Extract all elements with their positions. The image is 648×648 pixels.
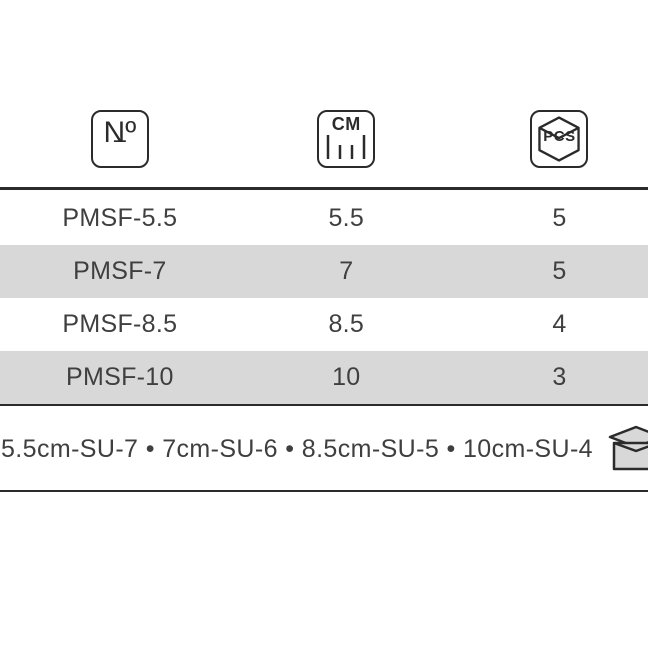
divider-thin-bottom — [0, 491, 648, 494]
cell-pcs: 5 — [453, 192, 648, 245]
footer-text: 5.5cm-SU-7 • 7cm-SU-6 • 8.5cm-SU-5 • 10c… — [1, 435, 593, 464]
table-row: PMSF-8.5 8.5 4 — [0, 298, 648, 351]
cell-cm: 7 — [240, 245, 453, 298]
header-cell-cm: CM — [240, 100, 453, 189]
footer-row: 5.5cm-SU-7 • 7cm-SU-6 • 8.5cm-SU-5 • 10c… — [1, 409, 648, 489]
footer-row-wrapper: 5.5cm-SU-7 • 7cm-SU-6 • 8.5cm-SU-5 • 10c… — [0, 408, 648, 491]
cell-pcs: 3 — [453, 351, 648, 405]
pcs-label: PCS — [532, 128, 586, 145]
number-icon-ordinal: º — [125, 116, 136, 149]
cell-no: PMSF-10 — [0, 351, 240, 405]
cell-no: PMSF-5.5 — [0, 192, 240, 245]
cell-pcs: 5 — [453, 245, 648, 298]
pcs-box-icon: PCS — [530, 110, 588, 168]
header-cell-pcs: PCS — [453, 100, 648, 189]
header-cell-no: Nº ‾ — [0, 100, 240, 189]
number-icon: Nº ‾ — [91, 110, 149, 168]
table-header-row: Nº ‾ CM — [0, 100, 648, 189]
cm-ruler-icon: CM — [317, 110, 375, 168]
table-row: PMSF-7 7 5 — [0, 245, 648, 298]
ruler-ticks-icon — [326, 135, 366, 159]
shipping-box-icon — [607, 425, 648, 473]
product-table: Nº ‾ CM — [0, 100, 648, 494]
cell-cm: 5.5 — [240, 192, 453, 245]
page: Nº ‾ CM — [0, 0, 648, 648]
cell-no: PMSF-8.5 — [0, 298, 240, 351]
cell-pcs: 4 — [453, 298, 648, 351]
cm-label: CM — [319, 114, 373, 135]
table-row: PMSF-10 10 3 — [0, 351, 648, 405]
cell-cm: 10 — [240, 351, 453, 405]
cell-no: PMSF-7 — [0, 245, 240, 298]
cell-cm: 8.5 — [240, 298, 453, 351]
table-row: PMSF-5.5 5.5 5 — [0, 192, 648, 245]
